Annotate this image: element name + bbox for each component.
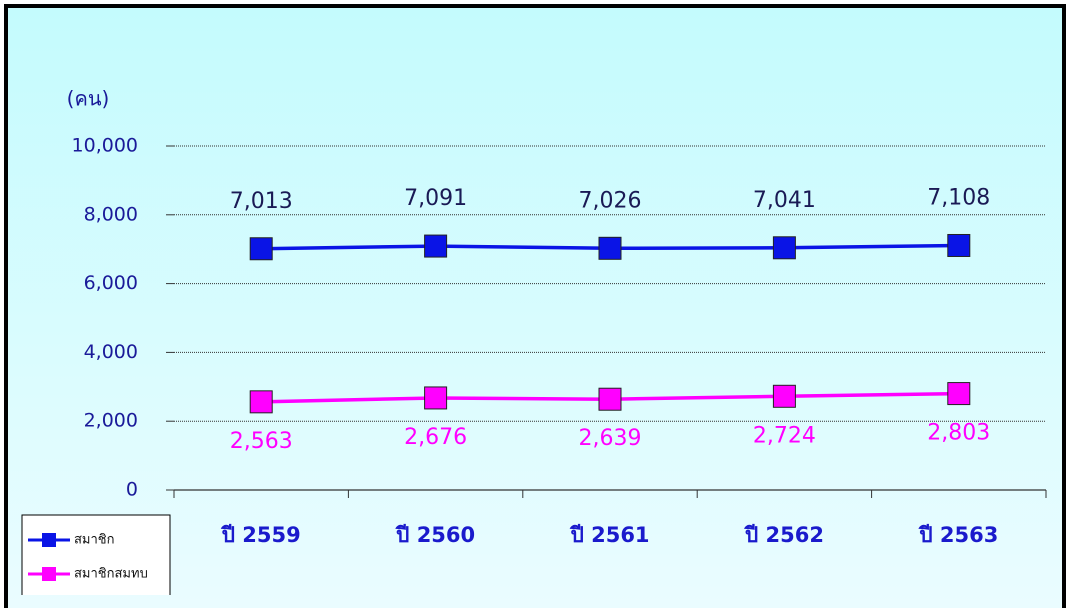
data-label: 2,563 [230, 429, 293, 454]
data-label: 2,639 [579, 426, 642, 451]
chart-frame [4, 4, 1066, 608]
y-tick-label: 8,000 [84, 203, 138, 225]
data-label: 7,091 [404, 186, 467, 211]
data-label: 2,803 [927, 421, 990, 446]
y-tick-label: 2,000 [84, 410, 138, 432]
data-label: 7,013 [230, 189, 293, 214]
x-tick-label: ปี 2561 [569, 523, 650, 547]
y-axis-label: (คน) [67, 87, 110, 111]
legend-marker [42, 567, 56, 581]
legend-label: สมาชิกสมทบ [74, 567, 148, 582]
point-marker [424, 386, 448, 410]
point-marker [772, 384, 796, 408]
point-marker [598, 387, 622, 411]
data-label: 7,108 [927, 185, 990, 210]
data-label: 7,026 [579, 188, 642, 213]
x-tick-label: ปี 2562 [743, 523, 824, 547]
y-tick-label: 6,000 [84, 272, 138, 294]
point-marker [947, 382, 971, 406]
x-tick-label: ปี 2559 [220, 523, 301, 547]
data-label: 2,676 [404, 425, 467, 450]
legend-box [21, 514, 171, 595]
point-marker [249, 390, 273, 414]
point-marker [947, 233, 971, 257]
data-label: 7,041 [753, 188, 816, 213]
y-tick-label: 0 [126, 479, 138, 501]
point-marker [772, 236, 796, 260]
x-tick-label: ปี 2560 [394, 523, 475, 547]
x-tick-label: ปี 2563 [918, 523, 999, 547]
page: {"chart_data": {"type": "line", "y_label… [4, 4, 1066, 608]
point-marker [249, 237, 273, 261]
y-tick-label: 4,000 [84, 341, 138, 363]
data-label: 2,724 [753, 423, 816, 448]
point-marker [424, 234, 448, 258]
legend-label: สมาชิก [74, 533, 115, 548]
legend-marker [42, 533, 56, 547]
point-marker [598, 236, 622, 260]
chart: (คน) 0 2,000 4,000 6,000 8,000 10,000 ปี 2559 ป… [21, 87, 1047, 595]
y-tick-label: 10,000 [72, 135, 138, 157]
